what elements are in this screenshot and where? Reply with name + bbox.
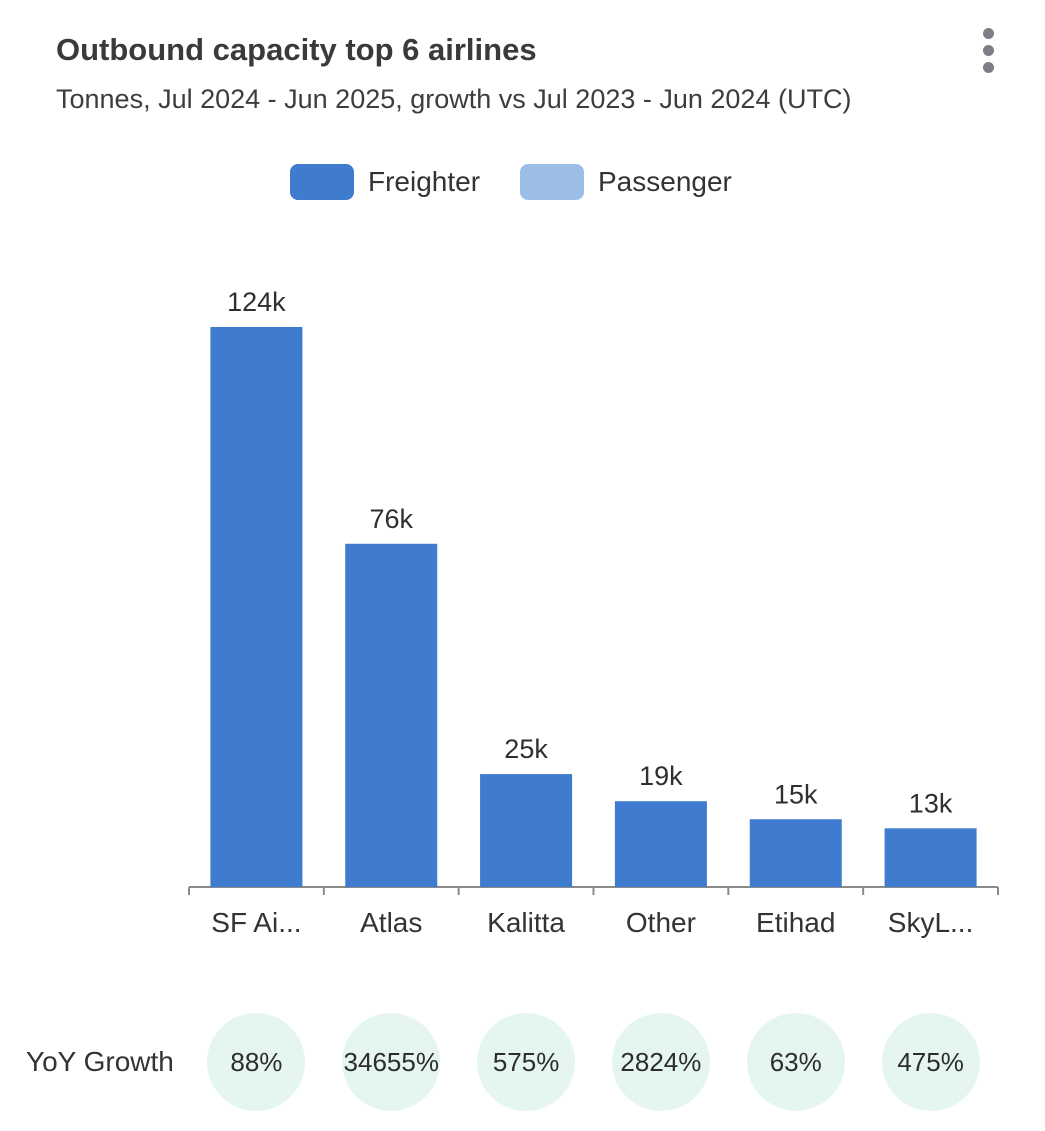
- x-tick-label: SkyL...: [888, 907, 974, 938]
- x-tick-label: Kalitta: [487, 907, 565, 938]
- x-tick-label: Other: [626, 907, 696, 938]
- chart-subtitle: Tonnes, Jul 2024 - Jun 2025, growth vs J…: [56, 84, 852, 114]
- bar-chart: 124k SF Ai... 76k Atlas 25k Kalitta 19k Other 15…: [188, 287, 999, 938]
- bar-freighter[interactable]: [210, 327, 303, 887]
- legend-label-freighter: Freighter: [368, 166, 481, 197]
- more-vertical-icon-dot: [983, 62, 994, 73]
- bar-value-label: 15k: [774, 779, 818, 809]
- x-tick-label: SF Ai...: [211, 907, 301, 938]
- yoy-growth-badge: 475%: [881, 1013, 980, 1111]
- yoy-growth-label: YoY Growth: [26, 1046, 174, 1077]
- yoy-growth-badge: 88%: [207, 1013, 306, 1111]
- yoy-growth-badge: 2824%: [611, 1013, 710, 1111]
- bar-freighter[interactable]: [480, 774, 573, 887]
- legend-item-freighter[interactable]: Freighter: [290, 162, 480, 202]
- more-vertical-icon-dot: [983, 28, 994, 39]
- more-options-button[interactable]: [972, 26, 1006, 76]
- bar-value-label: 124k: [227, 287, 286, 317]
- yoy-growth-badge: 575%: [477, 1013, 576, 1111]
- chart-legend: Freighter Passenger: [0, 162, 1045, 202]
- bar-freighter[interactable]: [884, 828, 977, 887]
- legend-swatch-passenger: [520, 164, 584, 200]
- x-tick-label: Etihad: [756, 907, 835, 938]
- legend-swatch-freighter: [290, 164, 354, 200]
- yoy-growth-badge: 34655%: [342, 1013, 441, 1111]
- bar-value-label: 25k: [504, 734, 548, 764]
- bar-value-label: 76k: [369, 504, 413, 534]
- bar-freighter[interactable]: [749, 819, 842, 887]
- more-vertical-icon-dot: [983, 45, 994, 56]
- bar-value-label: 19k: [639, 761, 683, 791]
- chart-title: Outbound capacity top 6 airlines: [56, 32, 537, 67]
- yoy-growth-badge: 63%: [746, 1013, 845, 1111]
- bar-freighter[interactable]: [614, 801, 707, 887]
- legend-label-passenger: Passenger: [598, 166, 732, 197]
- legend-item-passenger[interactable]: Passenger: [520, 162, 732, 202]
- bar-freighter[interactable]: [345, 543, 438, 887]
- bar-value-label: 13k: [909, 788, 953, 818]
- x-tick-label: Atlas: [360, 907, 422, 938]
